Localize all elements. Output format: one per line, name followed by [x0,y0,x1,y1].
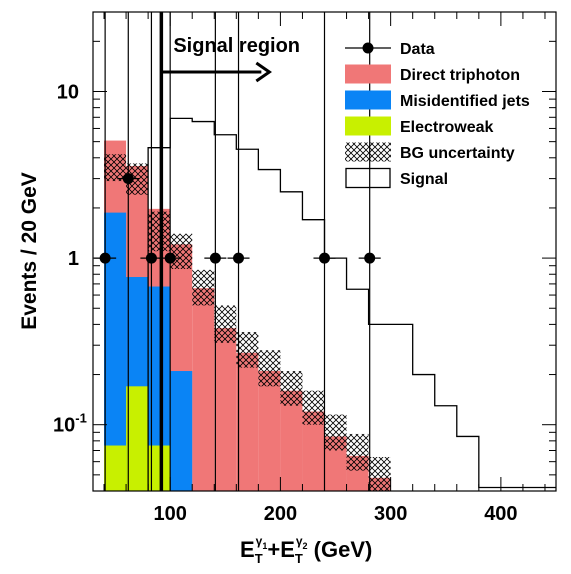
data-point [233,252,245,264]
data-point [122,173,134,185]
legend-marker-data [362,42,374,54]
signal-region-marker: Signal region [159,12,300,491]
bg-uncertainty-bin [258,350,281,387]
direct-triphoton-bin [236,352,259,491]
bg-uncertainty-bin [324,414,347,451]
bg-uncertainty-band [104,154,391,491]
bg-uncertainty-bin [170,233,193,270]
arrow-head [255,61,272,83]
bg-uncertainty-bin [236,332,259,368]
bg-uncertainty-bin [192,269,215,306]
bg-uncertainty-bin [368,456,391,491]
direct-triphoton-bin [214,328,237,491]
direct-triphoton-bin [258,371,281,491]
direct-triphoton-bin [302,411,325,491]
legend-swatch-signal [345,167,391,189]
x-tick-label: 100 [153,503,186,525]
legend-swatch-electroweak [345,116,391,136]
bg-uncertainty-bin [214,305,237,343]
data-point [164,252,176,264]
electroweak-bin [148,445,171,491]
bg-uncertainty-bin [302,390,325,425]
direct-triphoton-bin [280,390,303,491]
electroweak-bin [126,386,149,491]
y-tick-label: 1 [68,248,79,270]
legend-label-signal: Signal [400,171,448,188]
stacked-backgrounds [104,140,391,511]
legend-swatch-direct-triphoton [345,64,391,84]
y-axis-label: Events / 20 GeV [18,172,41,330]
misidentified-jets-bin [170,371,193,491]
data-point [209,252,221,264]
data-point [145,252,157,264]
x-tick-label: 300 [374,503,407,525]
legend-label-misidentified-jets: Misidentified jets [400,93,530,110]
y-tick-label: 10-1 [53,411,87,437]
data-points [94,12,381,491]
misidentified-jets-bin [148,286,171,491]
x-axis-label: ETγ1+ETγ2 (GeV) [240,534,372,566]
legend-swatch-bg-uncertainty [345,142,391,162]
legend-swatch-misidentified-jets [345,90,391,110]
x-tick-label: 200 [264,503,297,525]
electroweak-bin [104,445,127,491]
bg-uncertainty-bin [104,154,127,182]
legend-label-data: Data [400,41,435,58]
bg-uncertainty-bin [280,371,303,406]
legend: Data Direct triphoton Misidentified jets El… [345,41,530,189]
data-point [319,252,330,264]
legend-label-bg-uncertainty: BG uncertainty [400,145,515,162]
direct-triphoton-bin [192,288,215,491]
x-tick-label: 400 [484,503,517,525]
signal-region-label: Signal region [173,35,300,57]
axes-ticks: 100 200 300 400 10 1 10-1 [53,11,556,525]
bg-uncertainty-bin [346,433,369,471]
misidentified-jets-bin [104,212,127,491]
misidentified-jets-bin [192,491,214,511]
bg-uncertainty-bin [148,211,171,252]
data-point [364,252,376,264]
legend-label-electroweak: Electroweak [400,119,493,136]
legend-label-direct-triphoton: Direct triphoton [400,67,520,84]
y-tick-label: 10 [57,81,79,103]
